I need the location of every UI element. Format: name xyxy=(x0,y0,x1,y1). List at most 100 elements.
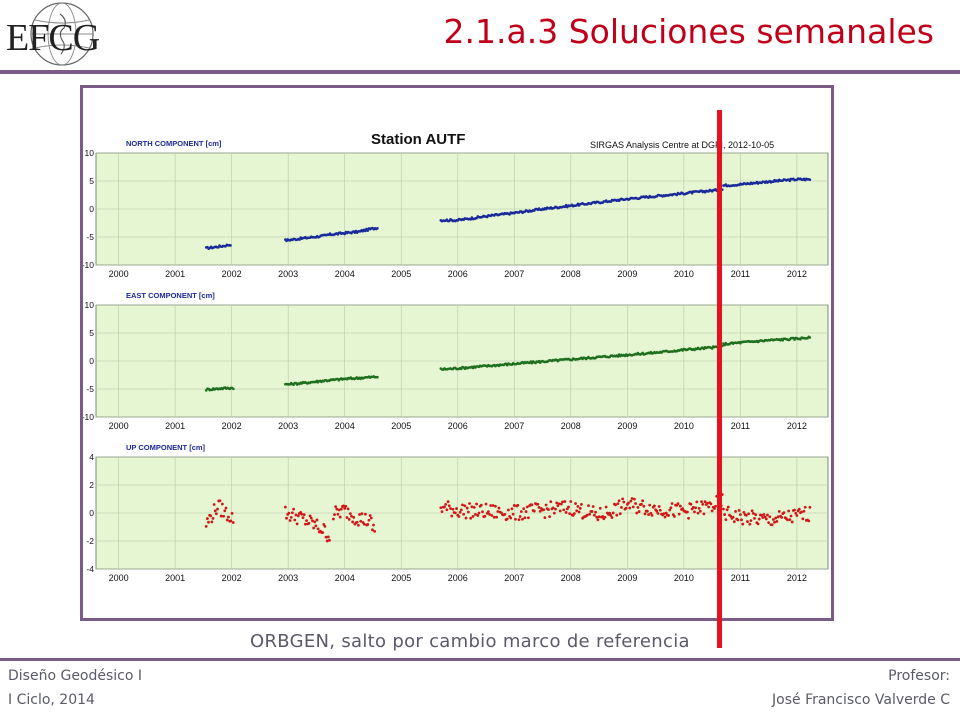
data-point xyxy=(587,504,590,508)
data-point xyxy=(740,518,743,522)
x-tick-label: 2003 xyxy=(278,269,298,279)
data-point xyxy=(447,504,451,508)
data-point xyxy=(748,522,752,526)
chart-caption: ORBGEN, salto por cambio marco de refere… xyxy=(250,631,690,652)
x-tick-label: 2004 xyxy=(335,269,355,279)
x-tick-label: 2010 xyxy=(674,421,694,431)
data-point xyxy=(549,500,553,504)
x-tick-label: 2001 xyxy=(165,573,185,583)
data-point xyxy=(328,538,331,542)
x-tick-label: 2012 xyxy=(787,269,807,279)
data-point xyxy=(642,504,646,508)
data-point xyxy=(750,509,754,513)
data-point xyxy=(547,508,550,512)
data-point xyxy=(753,516,756,520)
data-point xyxy=(675,193,679,197)
data-point xyxy=(760,513,763,517)
data-point xyxy=(338,515,342,519)
x-tick-label: 2004 xyxy=(335,573,355,583)
data-point xyxy=(210,520,214,524)
data-point xyxy=(336,512,340,516)
data-point xyxy=(475,502,479,506)
data-point xyxy=(633,497,636,501)
data-point xyxy=(561,500,564,504)
data-point xyxy=(714,504,717,508)
data-point xyxy=(291,511,294,515)
data-point xyxy=(333,513,336,517)
data-point xyxy=(350,514,353,518)
data-point xyxy=(636,506,640,509)
data-point xyxy=(307,521,311,525)
data-point xyxy=(777,509,781,513)
data-point xyxy=(616,502,620,506)
data-point xyxy=(604,505,608,509)
data-point xyxy=(668,508,672,512)
data-point xyxy=(591,505,595,508)
data-point xyxy=(641,499,645,503)
data-point xyxy=(701,502,705,506)
data-point xyxy=(477,511,481,515)
data-point xyxy=(326,535,330,539)
data-point xyxy=(766,513,769,517)
data-point xyxy=(620,506,623,509)
data-point xyxy=(656,512,660,515)
data-point xyxy=(662,512,666,516)
data-point xyxy=(544,503,548,507)
data-point xyxy=(734,509,737,513)
data-point xyxy=(754,513,758,517)
data-point xyxy=(445,508,449,512)
data-point xyxy=(712,507,716,510)
data-point xyxy=(808,336,812,339)
data-point xyxy=(358,513,361,516)
data-point xyxy=(471,514,475,518)
data-point xyxy=(707,505,710,509)
data-point xyxy=(532,509,536,513)
data-point xyxy=(764,517,768,521)
data-point xyxy=(530,503,534,507)
data-point xyxy=(738,513,742,517)
data-point xyxy=(770,523,774,527)
data-point xyxy=(744,513,748,517)
chart-title: Station AUTF xyxy=(371,131,465,148)
x-tick-label: 2003 xyxy=(278,421,298,431)
data-point xyxy=(725,508,729,512)
data-point xyxy=(603,515,607,519)
data-point xyxy=(537,506,541,509)
data-point xyxy=(352,516,356,519)
course-name: Diseño Geodésico I xyxy=(8,668,143,684)
data-point xyxy=(376,226,379,230)
data-point xyxy=(355,520,359,524)
data-point xyxy=(356,523,360,527)
x-tick-label: 2000 xyxy=(109,421,129,431)
data-point xyxy=(737,509,741,512)
logo-text: EFCG xyxy=(6,17,100,59)
x-tick-label: 2008 xyxy=(561,573,581,583)
data-point xyxy=(216,507,219,511)
data-point xyxy=(795,514,799,517)
data-point xyxy=(309,516,313,520)
data-point xyxy=(710,509,714,513)
data-point xyxy=(751,511,755,515)
data-point xyxy=(747,512,751,516)
data-point xyxy=(640,502,643,506)
data-point xyxy=(449,507,452,510)
data-point xyxy=(797,507,801,511)
data-point xyxy=(710,347,714,350)
x-tick-label: 2002 xyxy=(222,573,242,583)
data-point xyxy=(556,504,560,508)
data-point xyxy=(470,505,474,509)
data-point xyxy=(552,511,556,515)
data-point xyxy=(321,531,325,534)
data-point xyxy=(788,179,792,183)
x-tick-label: 2009 xyxy=(617,573,637,583)
data-point xyxy=(459,508,463,512)
data-point xyxy=(697,506,701,510)
data-point xyxy=(308,514,312,518)
data-point xyxy=(214,512,218,516)
data-point xyxy=(483,514,487,518)
data-point xyxy=(598,506,602,510)
y-tick-label: -5 xyxy=(86,384,94,394)
data-point xyxy=(211,516,215,520)
x-tick-label: 2006 xyxy=(448,269,468,279)
data-point xyxy=(466,510,470,514)
